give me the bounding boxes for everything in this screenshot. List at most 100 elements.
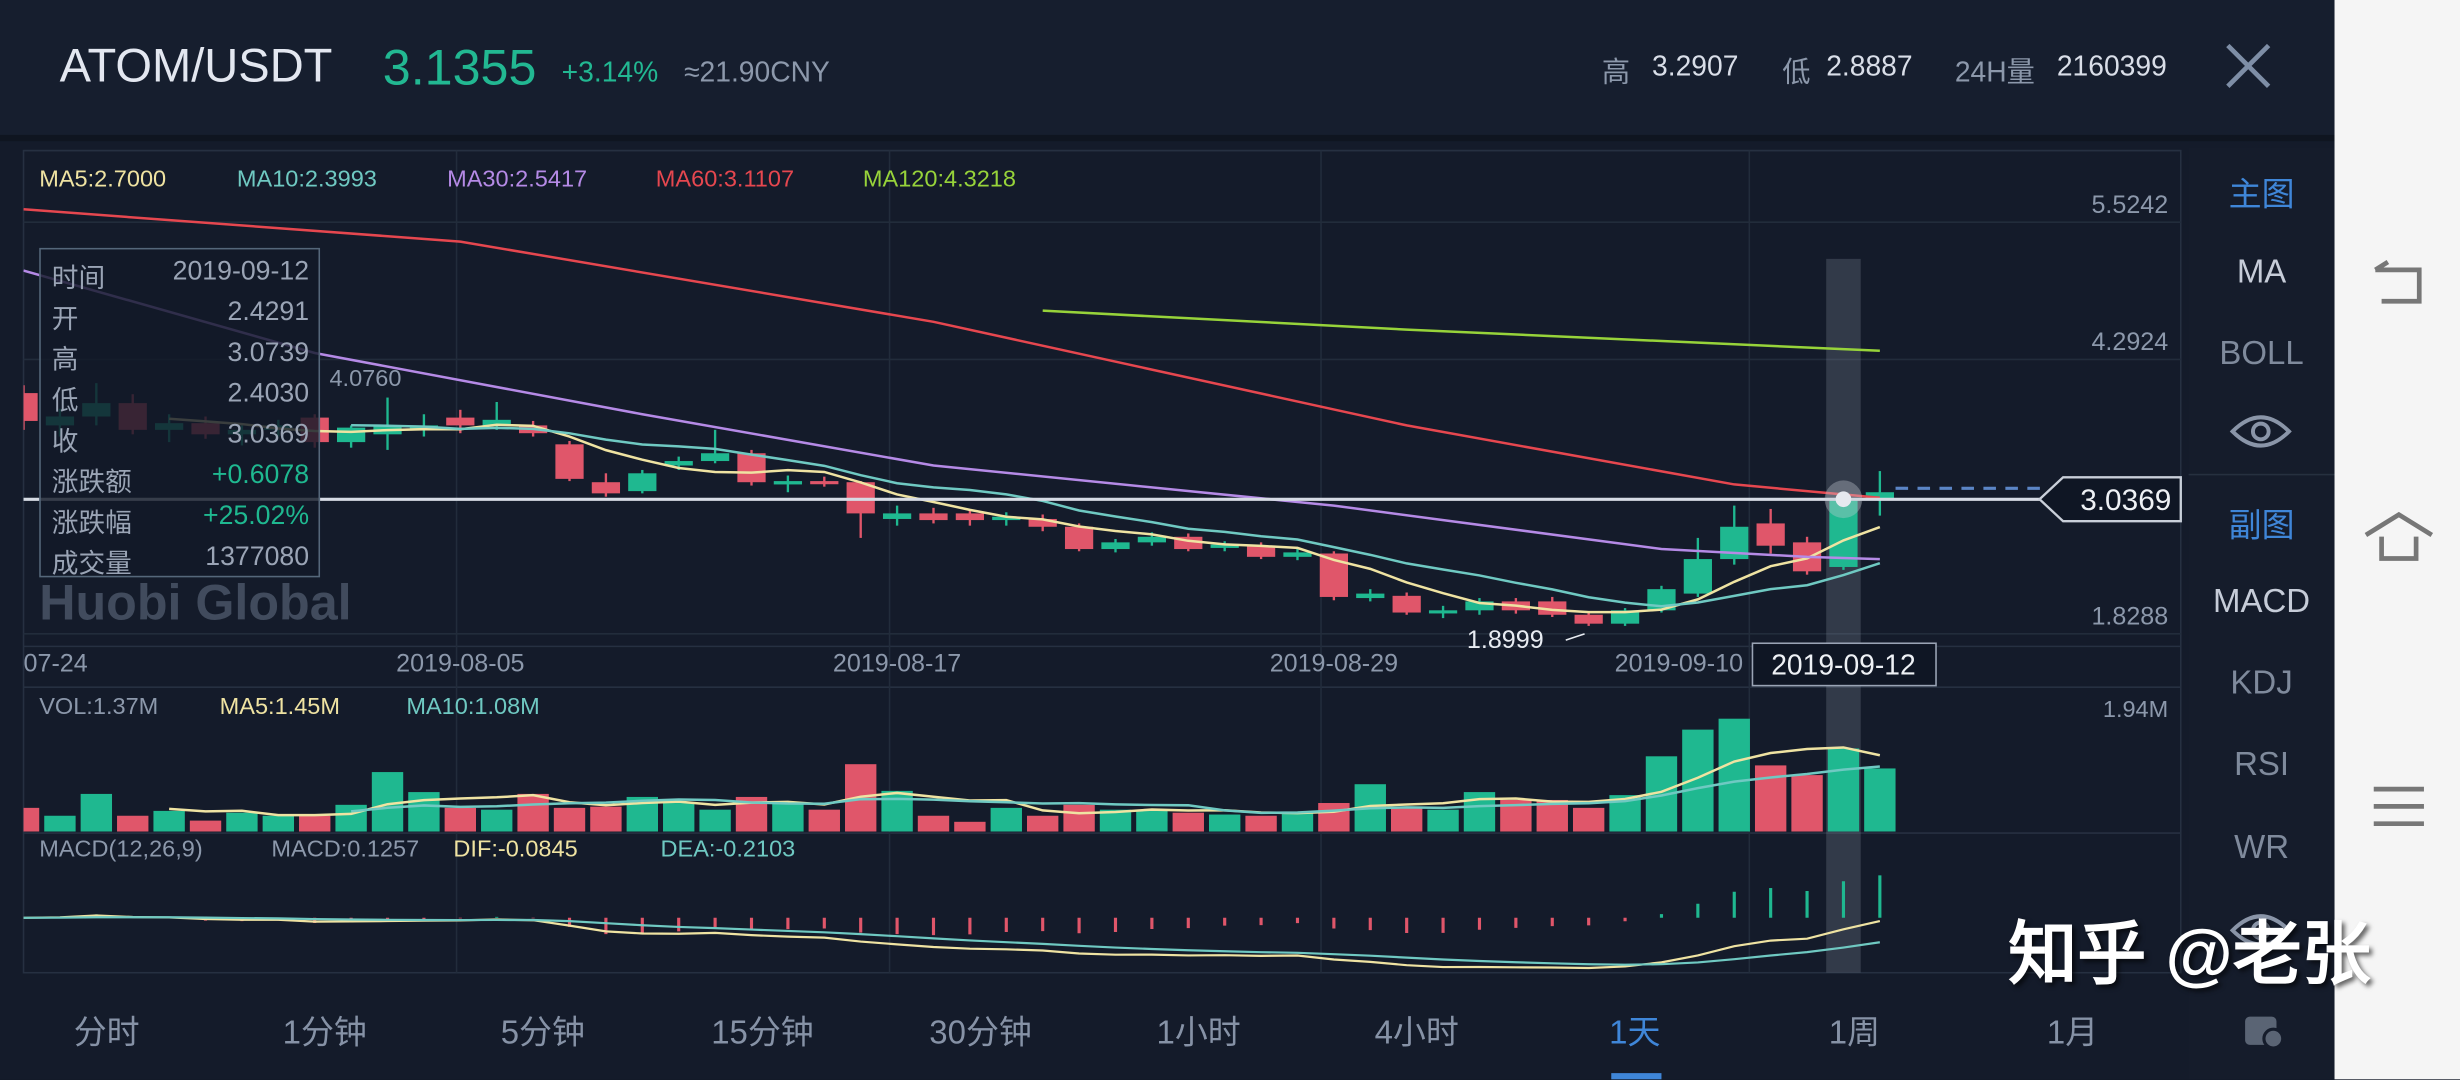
tab-timeframe[interactable]: 4小时 <box>1374 1015 1459 1052</box>
indicator-macd[interactable]: MACD <box>2213 583 2311 620</box>
tooltip-key: 时间 <box>51 263 106 294</box>
volume-bar <box>1791 775 1823 832</box>
tooltip-value: 2.4291 <box>227 296 310 327</box>
date-tick-label: 2019-08-17 <box>833 649 961 677</box>
indicator-boll[interactable]: BOLL <box>2219 335 2304 372</box>
candle-body <box>23 393 38 421</box>
volume-bar <box>1136 809 1168 832</box>
volume-bar <box>1245 815 1277 832</box>
crosshair-band <box>1826 258 1861 973</box>
volume-bar <box>189 820 222 832</box>
volume-bar <box>1063 804 1095 832</box>
volume-bar <box>1572 807 1605 832</box>
settings-gear-icon[interactable] <box>2242 1004 2289 1051</box>
tab-timeframe[interactable]: 15分钟 <box>711 1015 814 1052</box>
indicator-sidebar: 主图 MA BOLL 副图 MACD KDJ RSI WR <box>2188 147 2335 1080</box>
volume-ma5-line <box>169 746 1881 817</box>
legend-item: MACD(12,26,9) <box>39 836 203 863</box>
indicator-rsi[interactable]: RSI <box>2234 746 2290 783</box>
volume-bar <box>990 807 1022 832</box>
candle-body <box>664 461 693 466</box>
indicator-kdj[interactable]: KDJ <box>2230 665 2293 702</box>
eye-icon[interactable] <box>2229 910 2292 951</box>
volume-bar <box>517 793 549 832</box>
low-label: 低 <box>1782 56 1811 88</box>
home-icon[interactable] <box>2363 510 2435 563</box>
tab-timeframe[interactable]: 1天 <box>1609 1015 1661 1052</box>
candle-body <box>1610 610 1640 624</box>
volume-bar <box>335 804 367 832</box>
menu-icon[interactable] <box>2372 784 2425 828</box>
tab-timeframe[interactable]: 1月 <box>2046 1015 2099 1052</box>
candle-body <box>1465 601 1494 611</box>
candle-body <box>1392 595 1421 613</box>
tooltip-value: +25.02% <box>203 500 310 531</box>
huobi-logo-watermark: Huobi Global <box>39 574 352 631</box>
crosshair-date-label: 2019-09-12 <box>1771 649 1915 681</box>
candle-body <box>591 482 621 494</box>
candle-body <box>919 513 948 521</box>
indicator-wr[interactable]: WR <box>2234 829 2290 867</box>
eye-icon[interactable] <box>2229 411 2292 452</box>
tab-timeframe[interactable]: 1分钟 <box>282 1015 367 1052</box>
tooltip-value: 3.0369 <box>227 418 310 449</box>
candle-body <box>482 419 511 426</box>
close-icon[interactable] <box>2223 41 2273 91</box>
candle-body <box>810 481 839 485</box>
tooltip-row: 高 3.0739 <box>52 337 309 378</box>
candle-body <box>700 453 730 462</box>
legend-item: MA30:2.5417 <box>447 166 588 193</box>
legend-item: MA5:1.45M <box>219 693 340 721</box>
crosshair-price-label: 3.0369 <box>2080 484 2171 517</box>
legend-item: MA120:4.3218 <box>862 166 1016 193</box>
vol-24h-label: 24H量 <box>1954 56 2035 88</box>
legend-item: DEA:-0.2103 <box>660 836 796 863</box>
candle-body <box>1756 523 1785 546</box>
legend-item: MA10:1.08M <box>406 693 540 721</box>
date-tick-label: 2019-08-29 <box>1270 649 1398 677</box>
volume-bar <box>226 812 258 832</box>
ma120-line <box>1042 309 1880 353</box>
ma5-line <box>169 417 1881 614</box>
tooltip-row: 开 2.4291 <box>52 297 309 338</box>
sub-chart-title: 副图 <box>2228 508 2295 545</box>
indicator-ma[interactable]: MA <box>2236 254 2287 291</box>
candle-body <box>336 427 366 443</box>
back-icon[interactable] <box>2369 259 2425 306</box>
crosshair-dot <box>1835 491 1852 508</box>
candle-body <box>1683 559 1712 594</box>
kline-chart[interactable]: 5.5242 4.2924 1.8288 1.94M 2019-07-24 2019-08… <box>0 141 2189 988</box>
volume-tick-label: 1.94M <box>2103 696 2168 722</box>
candle-body <box>1865 492 1894 499</box>
volume-bar <box>1281 812 1314 832</box>
tab-timeframe[interactable]: 1小时 <box>1156 1015 1241 1052</box>
tab-timeframe[interactable]: 1周 <box>1828 1015 1881 1052</box>
low-value: 2.8887 <box>1826 50 1913 82</box>
price-tick-label: 4.2924 <box>2091 328 2168 356</box>
tab-timeframe[interactable]: 5分钟 <box>500 1015 585 1052</box>
crosshair-price-label-box <box>2037 476 2182 523</box>
volume-bar <box>881 790 913 832</box>
candle-body <box>737 453 766 483</box>
cny-price: ≈21.90CNY <box>684 56 830 88</box>
candle-body <box>1428 610 1458 614</box>
zhihu-watermark: 知乎 @老张 <box>2008 916 2371 994</box>
volume-bar <box>1682 729 1714 832</box>
volume-bar <box>481 809 513 832</box>
volume-bar <box>444 807 477 832</box>
tab-timeframe[interactable]: 分时 <box>73 1015 140 1052</box>
candle-body <box>1137 536 1167 543</box>
tab-timeframe[interactable]: 30分钟 <box>929 1015 1032 1052</box>
legend-item: MACD:0.1257 <box>271 836 420 863</box>
volume-bar <box>1390 806 1423 832</box>
volume-bar <box>1318 803 1350 832</box>
candle-body <box>1210 544 1239 548</box>
candle-body <box>1246 545 1276 557</box>
change-percent: +3.14% <box>561 56 659 88</box>
volume-bar <box>553 807 586 832</box>
candle-body <box>1574 614 1603 624</box>
volume-bar <box>663 803 695 832</box>
legend-item: VOL:1.37M <box>39 693 159 721</box>
legend-item: MA10:2.3993 <box>236 166 377 193</box>
volume-bar <box>1172 812 1204 832</box>
